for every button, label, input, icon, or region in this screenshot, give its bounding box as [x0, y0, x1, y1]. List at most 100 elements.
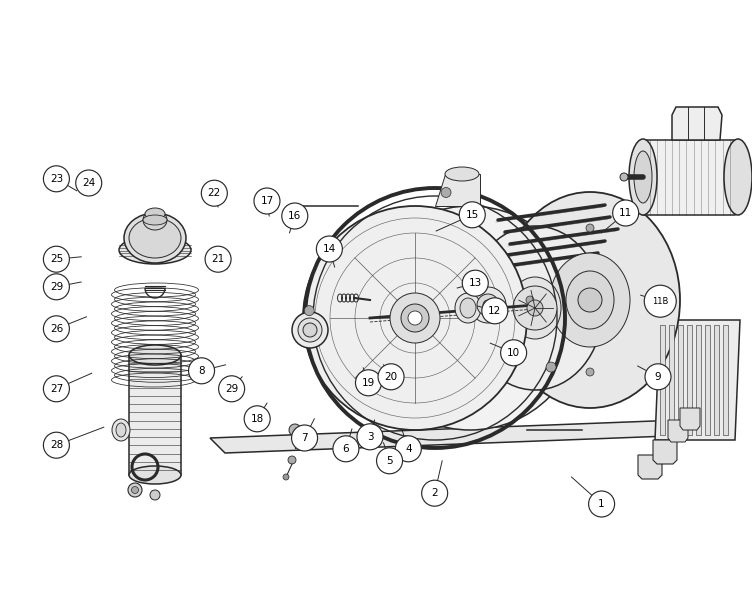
Text: 1: 1: [599, 499, 605, 509]
Ellipse shape: [129, 345, 181, 365]
Text: 15: 15: [465, 210, 479, 220]
Text: 28: 28: [50, 440, 63, 450]
Circle shape: [333, 436, 359, 462]
Ellipse shape: [143, 210, 167, 230]
Text: 9: 9: [655, 372, 661, 382]
Circle shape: [526, 296, 534, 304]
Circle shape: [244, 406, 270, 432]
Text: 29: 29: [225, 384, 238, 394]
Circle shape: [44, 316, 69, 342]
Circle shape: [132, 487, 138, 493]
Polygon shape: [672, 107, 722, 140]
Text: 11: 11: [619, 208, 632, 218]
Ellipse shape: [129, 218, 181, 258]
Circle shape: [283, 474, 289, 480]
Ellipse shape: [467, 226, 603, 390]
Circle shape: [459, 202, 485, 228]
Ellipse shape: [629, 139, 657, 215]
Ellipse shape: [390, 293, 440, 343]
Ellipse shape: [445, 167, 479, 181]
Text: 4: 4: [405, 444, 411, 454]
Circle shape: [396, 436, 421, 462]
Polygon shape: [696, 325, 701, 435]
Circle shape: [150, 490, 160, 500]
Ellipse shape: [129, 466, 181, 484]
Text: 20: 20: [384, 372, 398, 382]
Ellipse shape: [303, 323, 317, 337]
Circle shape: [402, 436, 411, 446]
Polygon shape: [660, 325, 665, 435]
Circle shape: [282, 203, 308, 229]
Circle shape: [645, 364, 671, 390]
Circle shape: [254, 188, 280, 214]
Circle shape: [202, 180, 227, 206]
Ellipse shape: [455, 293, 481, 323]
Circle shape: [470, 287, 506, 323]
Circle shape: [546, 362, 556, 372]
Text: 12: 12: [488, 306, 502, 316]
Text: 23: 23: [50, 174, 63, 184]
Circle shape: [513, 286, 557, 330]
Text: 27: 27: [50, 384, 63, 394]
Circle shape: [408, 311, 422, 325]
Text: 18: 18: [250, 414, 264, 424]
Text: 7: 7: [302, 433, 308, 443]
Polygon shape: [678, 325, 683, 435]
Circle shape: [401, 304, 429, 332]
Circle shape: [44, 166, 69, 192]
Circle shape: [644, 285, 676, 317]
Circle shape: [44, 246, 69, 272]
Circle shape: [462, 270, 488, 296]
Circle shape: [422, 480, 447, 506]
Text: 17: 17: [260, 196, 274, 206]
Text: 6: 6: [343, 444, 349, 454]
Text: 13: 13: [468, 278, 482, 288]
Circle shape: [586, 224, 594, 232]
Ellipse shape: [119, 236, 191, 264]
Text: 26: 26: [50, 324, 63, 334]
Circle shape: [589, 491, 614, 517]
Circle shape: [482, 298, 508, 324]
Ellipse shape: [145, 208, 165, 220]
Text: 25: 25: [50, 254, 63, 264]
Ellipse shape: [550, 253, 630, 347]
Circle shape: [357, 424, 383, 450]
Ellipse shape: [292, 312, 328, 348]
Polygon shape: [680, 408, 700, 430]
Ellipse shape: [500, 192, 680, 408]
Polygon shape: [210, 420, 695, 453]
Circle shape: [292, 425, 317, 451]
Ellipse shape: [298, 318, 322, 342]
Text: 19: 19: [362, 378, 375, 388]
Text: 21: 21: [211, 254, 225, 264]
Text: 22: 22: [208, 188, 221, 198]
Circle shape: [189, 358, 214, 384]
Polygon shape: [655, 320, 740, 440]
Polygon shape: [723, 325, 728, 435]
Text: 29: 29: [50, 282, 63, 292]
Ellipse shape: [143, 215, 167, 225]
Text: 10: 10: [507, 348, 520, 358]
Ellipse shape: [509, 277, 561, 339]
Ellipse shape: [460, 298, 476, 318]
Circle shape: [483, 300, 493, 310]
Circle shape: [527, 300, 543, 316]
Polygon shape: [687, 325, 692, 435]
Circle shape: [219, 376, 244, 402]
Circle shape: [377, 448, 402, 474]
Polygon shape: [638, 455, 662, 479]
Ellipse shape: [116, 423, 126, 437]
Ellipse shape: [724, 139, 752, 215]
Ellipse shape: [124, 213, 186, 263]
Polygon shape: [669, 325, 674, 435]
Circle shape: [441, 187, 451, 197]
Circle shape: [620, 173, 628, 181]
Circle shape: [477, 294, 499, 316]
Circle shape: [288, 456, 296, 464]
Circle shape: [519, 292, 551, 324]
Polygon shape: [129, 355, 181, 475]
Circle shape: [578, 288, 602, 312]
Circle shape: [44, 376, 69, 402]
Circle shape: [76, 170, 102, 196]
Polygon shape: [714, 325, 719, 435]
